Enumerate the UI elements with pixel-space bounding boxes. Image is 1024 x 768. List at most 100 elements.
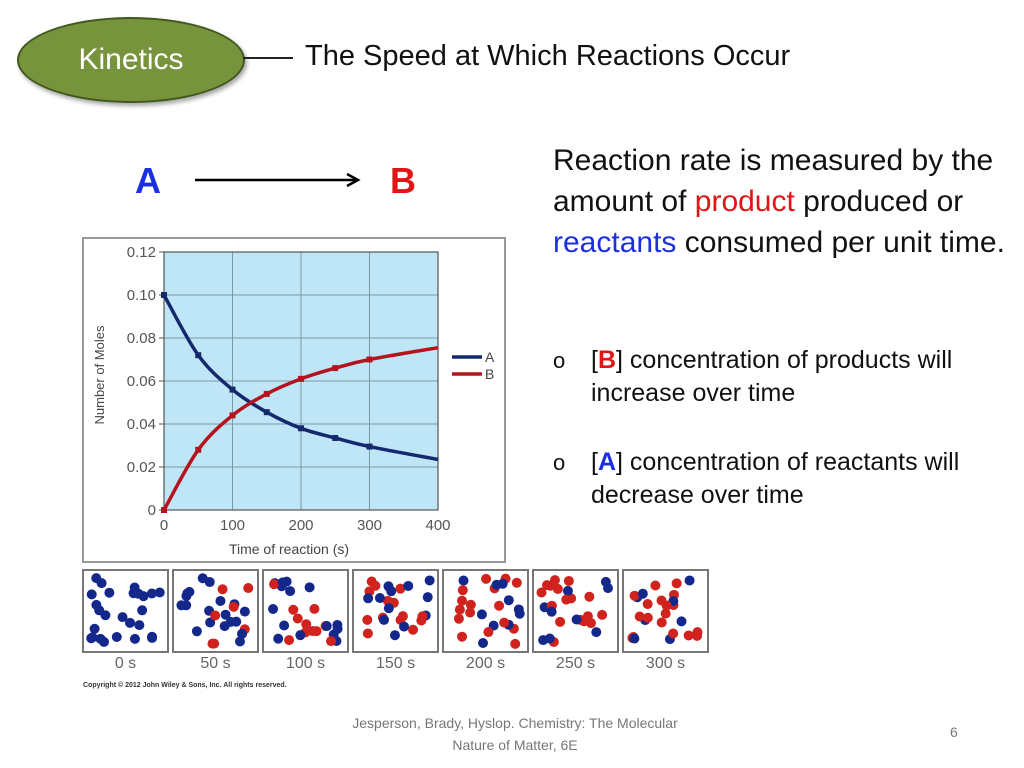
- product-molecule: [549, 575, 560, 586]
- reactant-molecule: [458, 575, 469, 586]
- product-molecule: [307, 625, 318, 636]
- reactant-molecule: [285, 586, 296, 597]
- reactant-molecule: [129, 633, 140, 644]
- page-number: 6: [950, 724, 958, 740]
- product-label: B: [390, 160, 416, 201]
- data-point-B: [161, 507, 167, 513]
- data-point-B: [332, 365, 339, 372]
- text: consumed per unit time.: [676, 226, 1005, 259]
- reactant-molecule: [239, 606, 250, 617]
- reactant-molecule: [86, 589, 97, 600]
- product-molecule: [671, 578, 682, 589]
- reactant-molecule: [98, 636, 109, 647]
- bullet-text: concentration of products will increase …: [591, 346, 953, 407]
- x-tick-label: 400: [425, 517, 450, 534]
- reactant-molecule: [363, 593, 374, 604]
- reactant-molecule: [503, 595, 514, 606]
- reactant-molecule: [491, 579, 502, 590]
- panel-time-label: 200 s: [466, 655, 505, 672]
- bullet-text: concentration of reactants will decrease…: [591, 448, 960, 509]
- product-molecule: [454, 604, 465, 615]
- product-molecule: [457, 585, 468, 596]
- reactant-molecule: [137, 605, 148, 616]
- product-molecule: [584, 591, 595, 602]
- plot-border: [163, 251, 439, 511]
- reactant-molecule: [684, 575, 695, 586]
- product-molecule: [408, 624, 419, 635]
- legend-label-B: B: [485, 366, 494, 382]
- x-tick-label: 200: [288, 517, 313, 534]
- reactant-molecule: [191, 626, 202, 637]
- reactant-label: A: [135, 160, 161, 201]
- reactant-molecule: [273, 633, 284, 644]
- reactant-molecule: [546, 606, 557, 617]
- reactant-molecule: [219, 621, 230, 632]
- product-molecule: [362, 614, 373, 625]
- product-molecule: [555, 616, 566, 627]
- panel-time-label: 150 s: [376, 655, 415, 672]
- reactant-molecule: [562, 585, 573, 596]
- product-molecule: [499, 617, 510, 628]
- product-molecule: [395, 583, 406, 594]
- reactant-molecule: [87, 632, 98, 643]
- data-point-B: [195, 446, 202, 453]
- reactant-molecule: [268, 604, 279, 615]
- x-tick-label: 0: [160, 517, 168, 534]
- reactant-molecule: [422, 592, 433, 603]
- reactant-molecule: [295, 630, 306, 641]
- product-molecule: [210, 610, 221, 621]
- reactant-molecule: [476, 609, 487, 620]
- product-molecule: [642, 599, 653, 610]
- reactant-molecule: [386, 586, 397, 597]
- data-point-A: [195, 352, 202, 359]
- reactant-molecule: [205, 617, 216, 628]
- data-point-A: [229, 386, 236, 393]
- product-molecule: [209, 638, 220, 649]
- bracket: ]: [616, 448, 623, 476]
- reactant-molecule: [104, 587, 115, 598]
- panel-time-label: 300 s: [646, 655, 685, 672]
- data-point-B: [229, 412, 236, 419]
- species-b: B: [597, 346, 617, 374]
- reactant-molecule: [399, 621, 410, 632]
- reactant-molecule: [403, 580, 414, 591]
- product-molecule: [362, 628, 373, 639]
- legend-label-A: A: [485, 349, 495, 365]
- reactant-molecule: [383, 603, 394, 614]
- product-molecule: [326, 636, 337, 647]
- product-molecule: [561, 594, 572, 605]
- product-molecule: [366, 576, 377, 587]
- reactant-molecule: [100, 610, 111, 621]
- reactant-molecule: [147, 632, 158, 643]
- data-point-B: [263, 390, 270, 397]
- data-point-A: [161, 292, 167, 298]
- y-tick-label: 0.06: [127, 373, 156, 390]
- product-molecule: [243, 583, 254, 594]
- y-tick-label: 0.12: [127, 244, 156, 261]
- product-molecule: [642, 612, 653, 623]
- reactant-molecule: [215, 595, 226, 606]
- product-molecule: [417, 611, 428, 622]
- product-molecule: [692, 630, 703, 641]
- reactant-molecule: [379, 614, 390, 625]
- product-molecule: [481, 573, 492, 584]
- connector-line: [243, 57, 293, 59]
- y-tick-label: 0: [148, 502, 156, 519]
- product-molecule: [582, 611, 593, 622]
- bracket: [: [591, 346, 598, 374]
- reactants-word: reactants: [553, 226, 677, 259]
- product-molecule: [269, 579, 280, 590]
- reactant-molecule: [154, 587, 165, 598]
- product-molecule: [284, 635, 295, 646]
- product-molecule: [309, 603, 320, 614]
- bullet-marker: o: [553, 450, 566, 475]
- reactant-molecule: [544, 633, 555, 644]
- product-molecule: [453, 613, 464, 624]
- panel-time-label: 250 s: [556, 655, 595, 672]
- reactant-molecule: [374, 593, 385, 604]
- bracket: ]: [616, 346, 623, 374]
- reactant-molecule: [133, 588, 144, 599]
- reactant-molecule: [389, 630, 400, 641]
- badge-label: Kinetics: [78, 43, 184, 76]
- product-molecule: [656, 617, 667, 628]
